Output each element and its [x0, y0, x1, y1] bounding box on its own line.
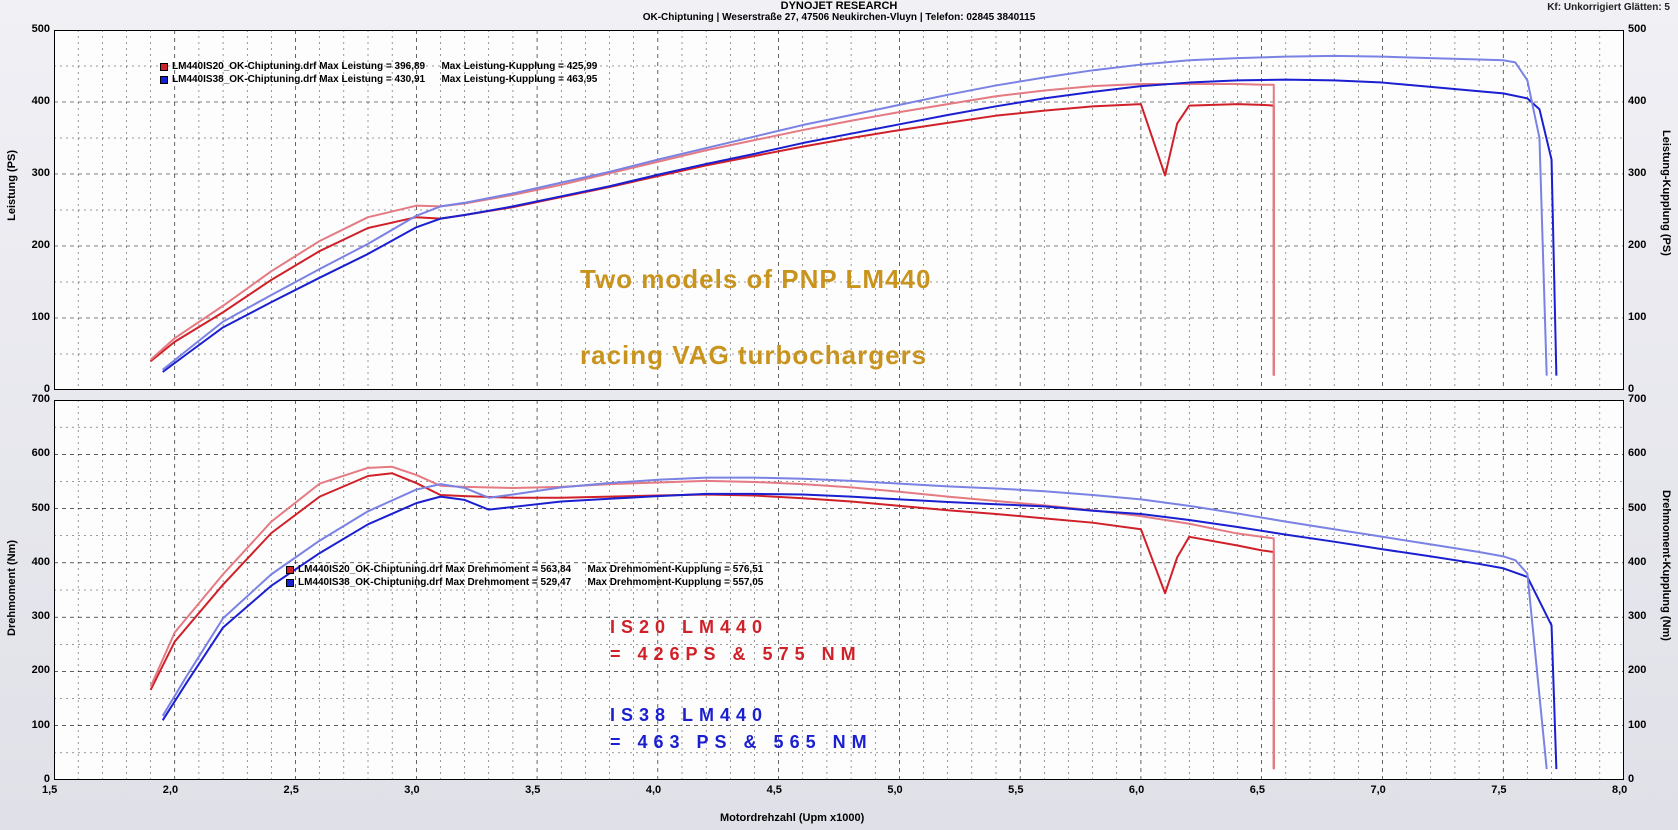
ytick-label: 100: [24, 719, 50, 731]
legend-text: Max Leistung-Kupplung = 425,99: [441, 60, 597, 73]
power-legend: LM440IS20_OK-Chiptuning.drf Max Leistung…: [160, 60, 597, 86]
power-ylabel-right: Leistung-Kupplung (PS): [1660, 130, 1672, 256]
torque-legend: LM440IS20_OK-Chiptuning.drf Max Drehmome…: [286, 563, 763, 589]
legend-swatch: [160, 63, 168, 71]
ytick-label: 300: [1628, 610, 1646, 622]
xtick-label: 2,5: [284, 784, 299, 796]
legend-text: Max Drehmoment-Kupplung = 576,51: [587, 563, 763, 576]
legend-row: LM440IS38_OK-Chiptuning.drf Max Drehmome…: [286, 576, 763, 589]
ytick-label: 600: [24, 447, 50, 459]
ytick-label: 300: [24, 610, 50, 622]
torque-ylabel-left: Drehmoment (Nm): [6, 540, 18, 636]
ytick-label: 0: [1628, 773, 1634, 785]
ytick-label: 200: [24, 664, 50, 676]
ytick-label: 100: [1628, 719, 1646, 731]
header-title: DYNOJET RESEARCH: [0, 0, 1678, 12]
header-right-info: Kf: Unkorrigiert Glätten: 5: [1547, 2, 1670, 13]
ytick-label: 700: [24, 393, 50, 405]
legend-row: LM440IS20_OK-Chiptuning.drf Max Drehmome…: [286, 563, 763, 576]
overlay-spec: IS38 LM440= 463 PS & 565 NM: [610, 702, 873, 756]
xtick-label: 2,0: [163, 784, 178, 796]
legend-row: LM440IS38_OK-Chiptuning.drf Max Leistung…: [160, 73, 597, 86]
ytick-label: 300: [24, 167, 50, 179]
xtick-label: 7,0: [1370, 784, 1385, 796]
xtick-label: 3,5: [525, 784, 540, 796]
legend-text: LM440IS20_OK-Chiptuning.drf Max Leistung…: [172, 60, 425, 73]
legend-text: LM440IS20_OK-Chiptuning.drf Max Drehmome…: [298, 563, 571, 576]
legend-swatch: [160, 76, 168, 84]
overlay-title-line2: racing VAG turbochargers: [580, 340, 927, 371]
ytick-label: 200: [1628, 239, 1646, 251]
ytick-label: 700: [1628, 393, 1646, 405]
ytick-label: 400: [24, 556, 50, 568]
legend-text: LM440IS38_OK-Chiptuning.drf Max Leistung…: [172, 73, 425, 86]
ytick-label: 100: [24, 311, 50, 323]
xtick-label: 3,0: [404, 784, 419, 796]
header-subtitle: OK-Chiptuning | Weserstraße 27, 47506 Ne…: [0, 12, 1678, 23]
power-ylabel-left: Leistung (PS): [6, 150, 18, 221]
legend-swatch: [286, 579, 294, 587]
ytick-label: 200: [24, 239, 50, 251]
ytick-label: 300: [1628, 167, 1646, 179]
xtick-label: 6,5: [1250, 784, 1265, 796]
ytick-label: 500: [1628, 502, 1646, 514]
xtick-label: 1,5: [42, 784, 57, 796]
overlay-title-line1: Two models of PNP LM440: [580, 264, 931, 295]
ytick-label: 400: [24, 95, 50, 107]
x-axis-label: Motordrehzahl (Upm x1000): [720, 812, 864, 824]
legend-text: Max Leistung-Kupplung = 463,95: [441, 73, 597, 86]
legend-text: Max Drehmoment-Kupplung = 557,05: [587, 576, 763, 589]
xtick-label: 4,0: [646, 784, 661, 796]
ytick-label: 500: [1628, 23, 1646, 35]
ytick-label: 100: [1628, 311, 1646, 323]
xtick-label: 8,0: [1612, 784, 1627, 796]
legend-swatch: [286, 566, 294, 574]
overlay-spec: IS20 LM440= 426PS & 575 NM: [610, 614, 862, 668]
ytick-label: 500: [24, 23, 50, 35]
xtick-label: 6,0: [1129, 784, 1144, 796]
xtick-label: 7,5: [1491, 784, 1506, 796]
xtick-label: 5,0: [887, 784, 902, 796]
ytick-label: 400: [1628, 556, 1646, 568]
chart-header: DYNOJET RESEARCH OK-Chiptuning | Weserst…: [0, 0, 1678, 23]
torque-ylabel-right: Drehmoment-Kupplung (Nm): [1660, 490, 1672, 641]
xtick-label: 5,5: [1008, 784, 1023, 796]
legend-text: LM440IS38_OK-Chiptuning.drf Max Drehmome…: [298, 576, 571, 589]
xtick-label: 4,5: [767, 784, 782, 796]
ytick-label: 200: [1628, 664, 1646, 676]
legend-row: LM440IS20_OK-Chiptuning.drf Max Leistung…: [160, 60, 597, 73]
ytick-label: 400: [1628, 95, 1646, 107]
ytick-label: 500: [24, 502, 50, 514]
ytick-label: 600: [1628, 447, 1646, 459]
